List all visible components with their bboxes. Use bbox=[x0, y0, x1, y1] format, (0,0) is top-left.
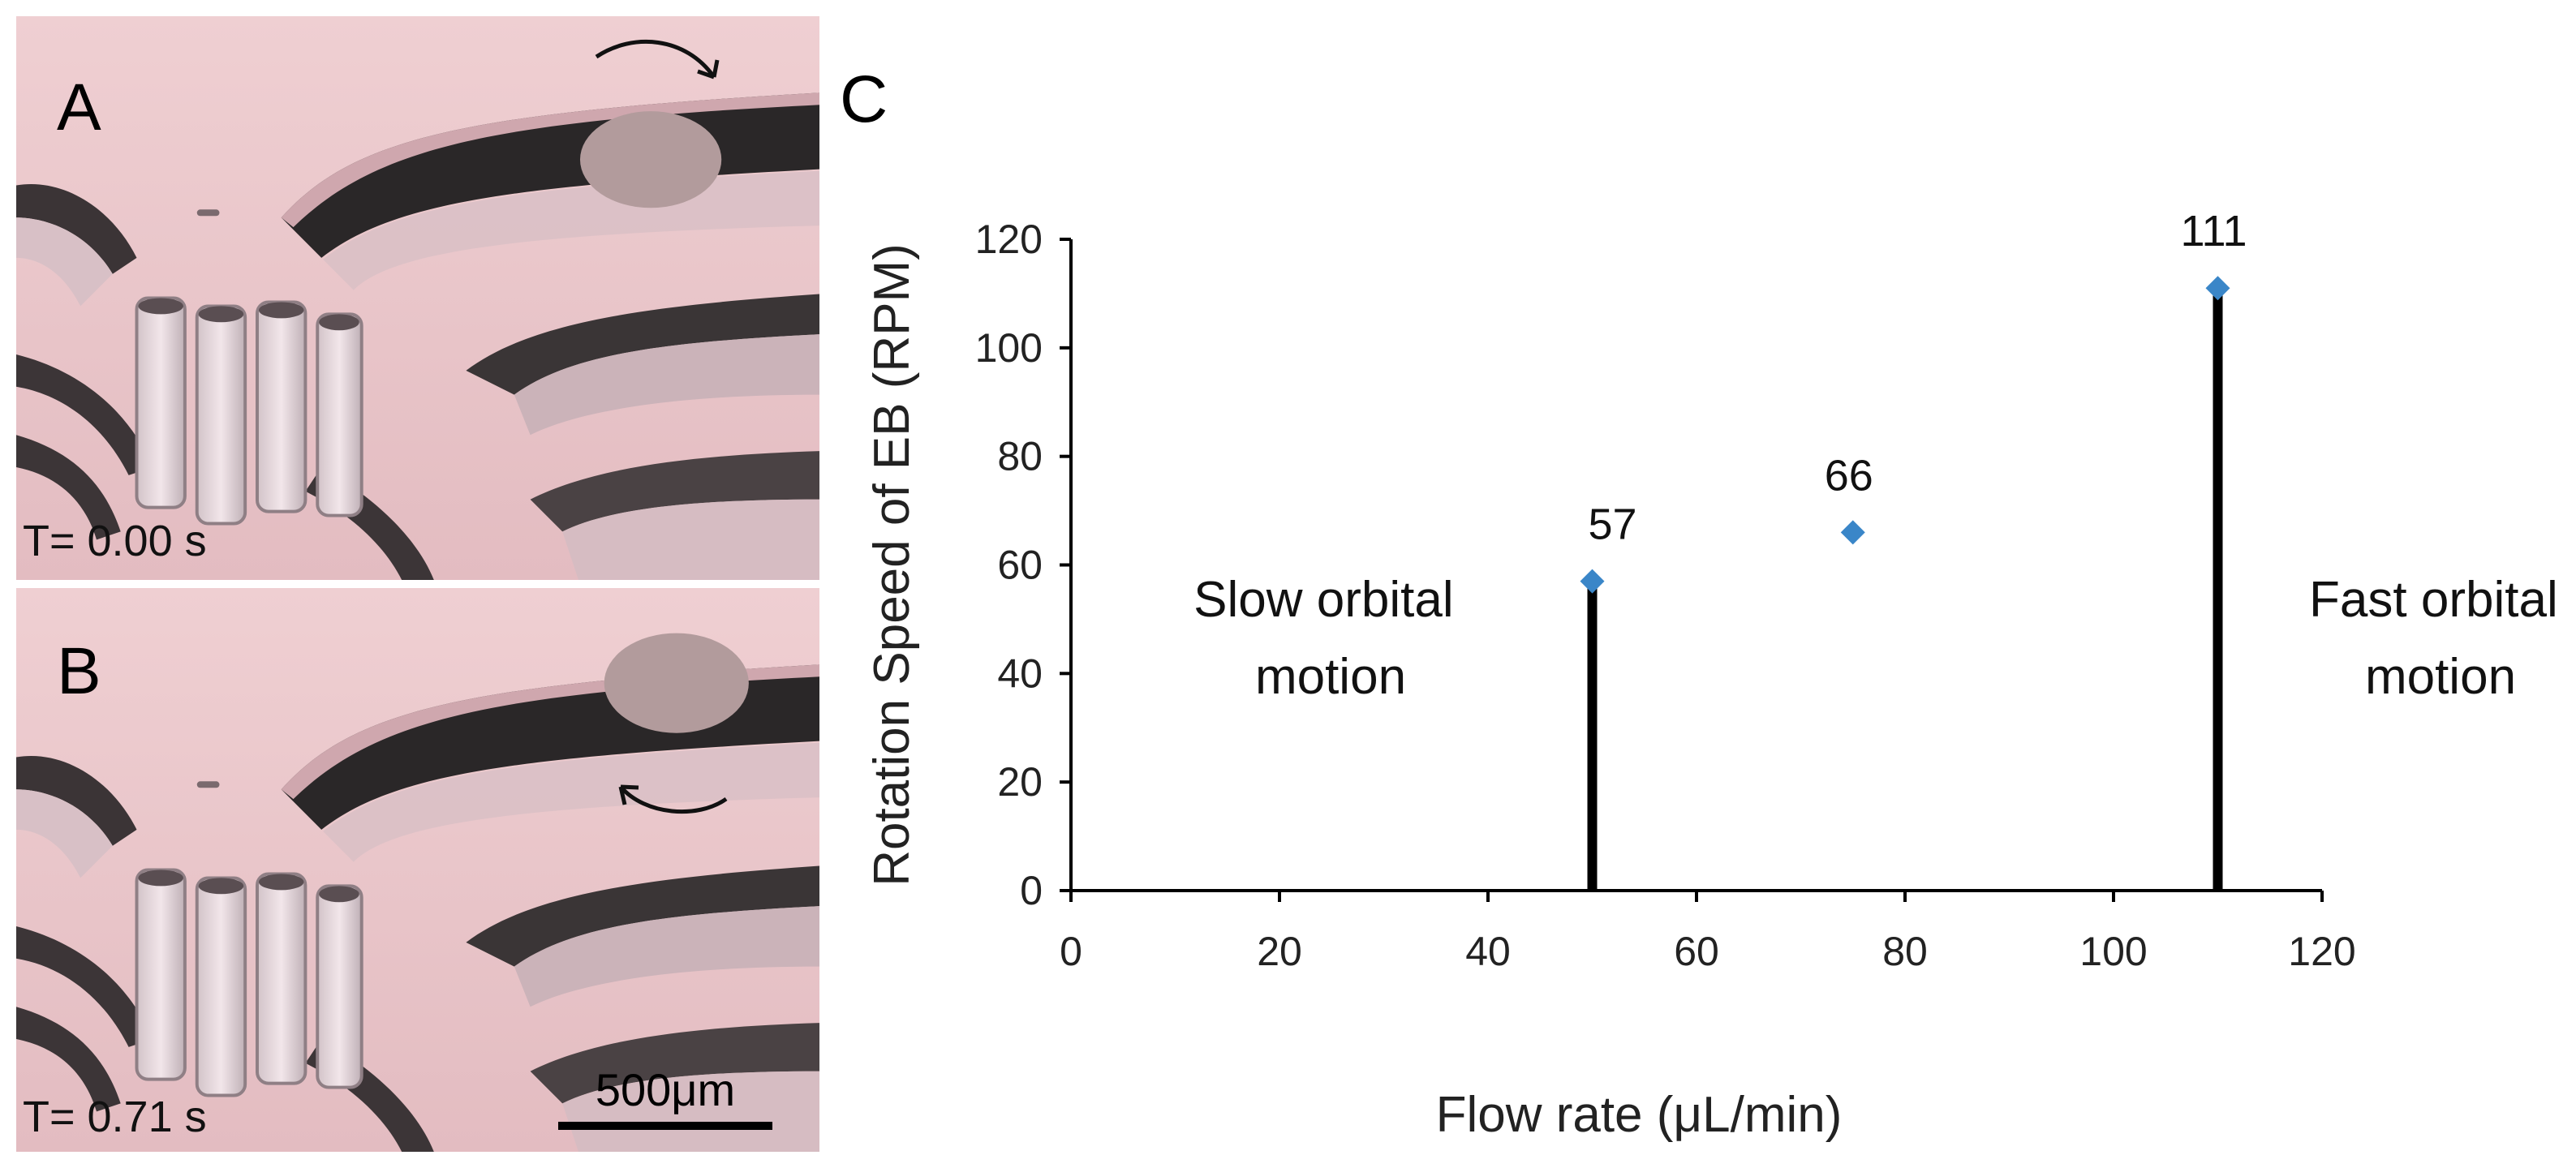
x-axis-title: Flow rate (μL/min) bbox=[1436, 1087, 1843, 1143]
y-tick-label: 60 bbox=[997, 543, 1043, 588]
data-label: 111 bbox=[2180, 207, 2247, 256]
fast-orbital-motion-line1: Fast orbital bbox=[2309, 572, 2558, 628]
threshold-lines bbox=[1587, 288, 2223, 891]
data-point bbox=[2205, 276, 2230, 301]
panel-b-time-label: T= 0.71 s bbox=[23, 1093, 207, 1141]
panel-a: A T= 0.00 s bbox=[16, 16, 819, 580]
counterclockwise-arrow bbox=[619, 785, 728, 814]
y-axis-ticks: 0 20 40 60 80 100 120 bbox=[975, 217, 1071, 913]
scale-bar-label: 500μm bbox=[596, 1064, 735, 1115]
x-tick-label: 80 bbox=[1882, 929, 1928, 974]
panel-a-letter: A bbox=[57, 71, 101, 144]
x-tick-label: 40 bbox=[1465, 929, 1511, 974]
panel-a-time-label: T= 0.00 s bbox=[23, 517, 207, 565]
embryoid-body bbox=[579, 111, 722, 208]
slow-orbital-motion-line2: motion bbox=[1255, 649, 1406, 705]
panel-b-micrograph bbox=[16, 588, 819, 1152]
fast-orbital-motion-annotation: Fast orbital motion bbox=[2309, 572, 2572, 705]
y-tick-label: 40 bbox=[997, 651, 1043, 696]
x-tick-label: 20 bbox=[1257, 929, 1302, 974]
y-tick-label: 80 bbox=[997, 434, 1043, 479]
x-tick-label: 100 bbox=[2079, 929, 2147, 974]
data-label: 66 bbox=[1825, 451, 1873, 500]
data-point bbox=[1580, 569, 1605, 594]
panel-c: C 0 20 40 60 80 100 120 0 20 40 60 80 100 120 57 66 11… bbox=[840, 62, 2572, 1143]
fast-orbital-motion-line2: motion bbox=[2365, 649, 2516, 705]
arrow-head-icon bbox=[697, 59, 720, 79]
data-point bbox=[1840, 520, 1865, 545]
data-points bbox=[1580, 276, 2230, 594]
y-tick-label: 120 bbox=[975, 217, 1043, 262]
panel-b: B T= 0.71 s 500μm bbox=[16, 588, 819, 1152]
x-tick-label: 0 bbox=[1060, 929, 1082, 974]
y-axis-title: Rotation Speed of EB (RPM) bbox=[864, 243, 920, 887]
y-tick-label: 0 bbox=[1020, 868, 1043, 913]
arrow-head-icon bbox=[618, 784, 639, 805]
x-tick-label: 120 bbox=[2288, 929, 2355, 974]
embryoid-body bbox=[604, 633, 749, 733]
panel-b-letter: B bbox=[57, 634, 101, 708]
x-axis-ticks: 0 20 40 60 80 100 120 bbox=[1060, 891, 2356, 974]
slow-orbital-motion-line1: Slow orbital bbox=[1193, 572, 1453, 628]
x-tick-label: 60 bbox=[1674, 929, 1719, 974]
data-label: 57 bbox=[1588, 500, 1636, 549]
y-tick-label: 100 bbox=[975, 325, 1043, 371]
y-tick-label: 20 bbox=[997, 759, 1043, 805]
panel-c-letter: C bbox=[840, 62, 888, 136]
data-labels: 57 66 111 bbox=[1588, 207, 2247, 548]
panel-a-micrograph bbox=[16, 16, 819, 580]
slow-orbital-motion-annotation: Slow orbital motion bbox=[1193, 572, 1468, 705]
clockwise-arrow bbox=[595, 40, 716, 79]
